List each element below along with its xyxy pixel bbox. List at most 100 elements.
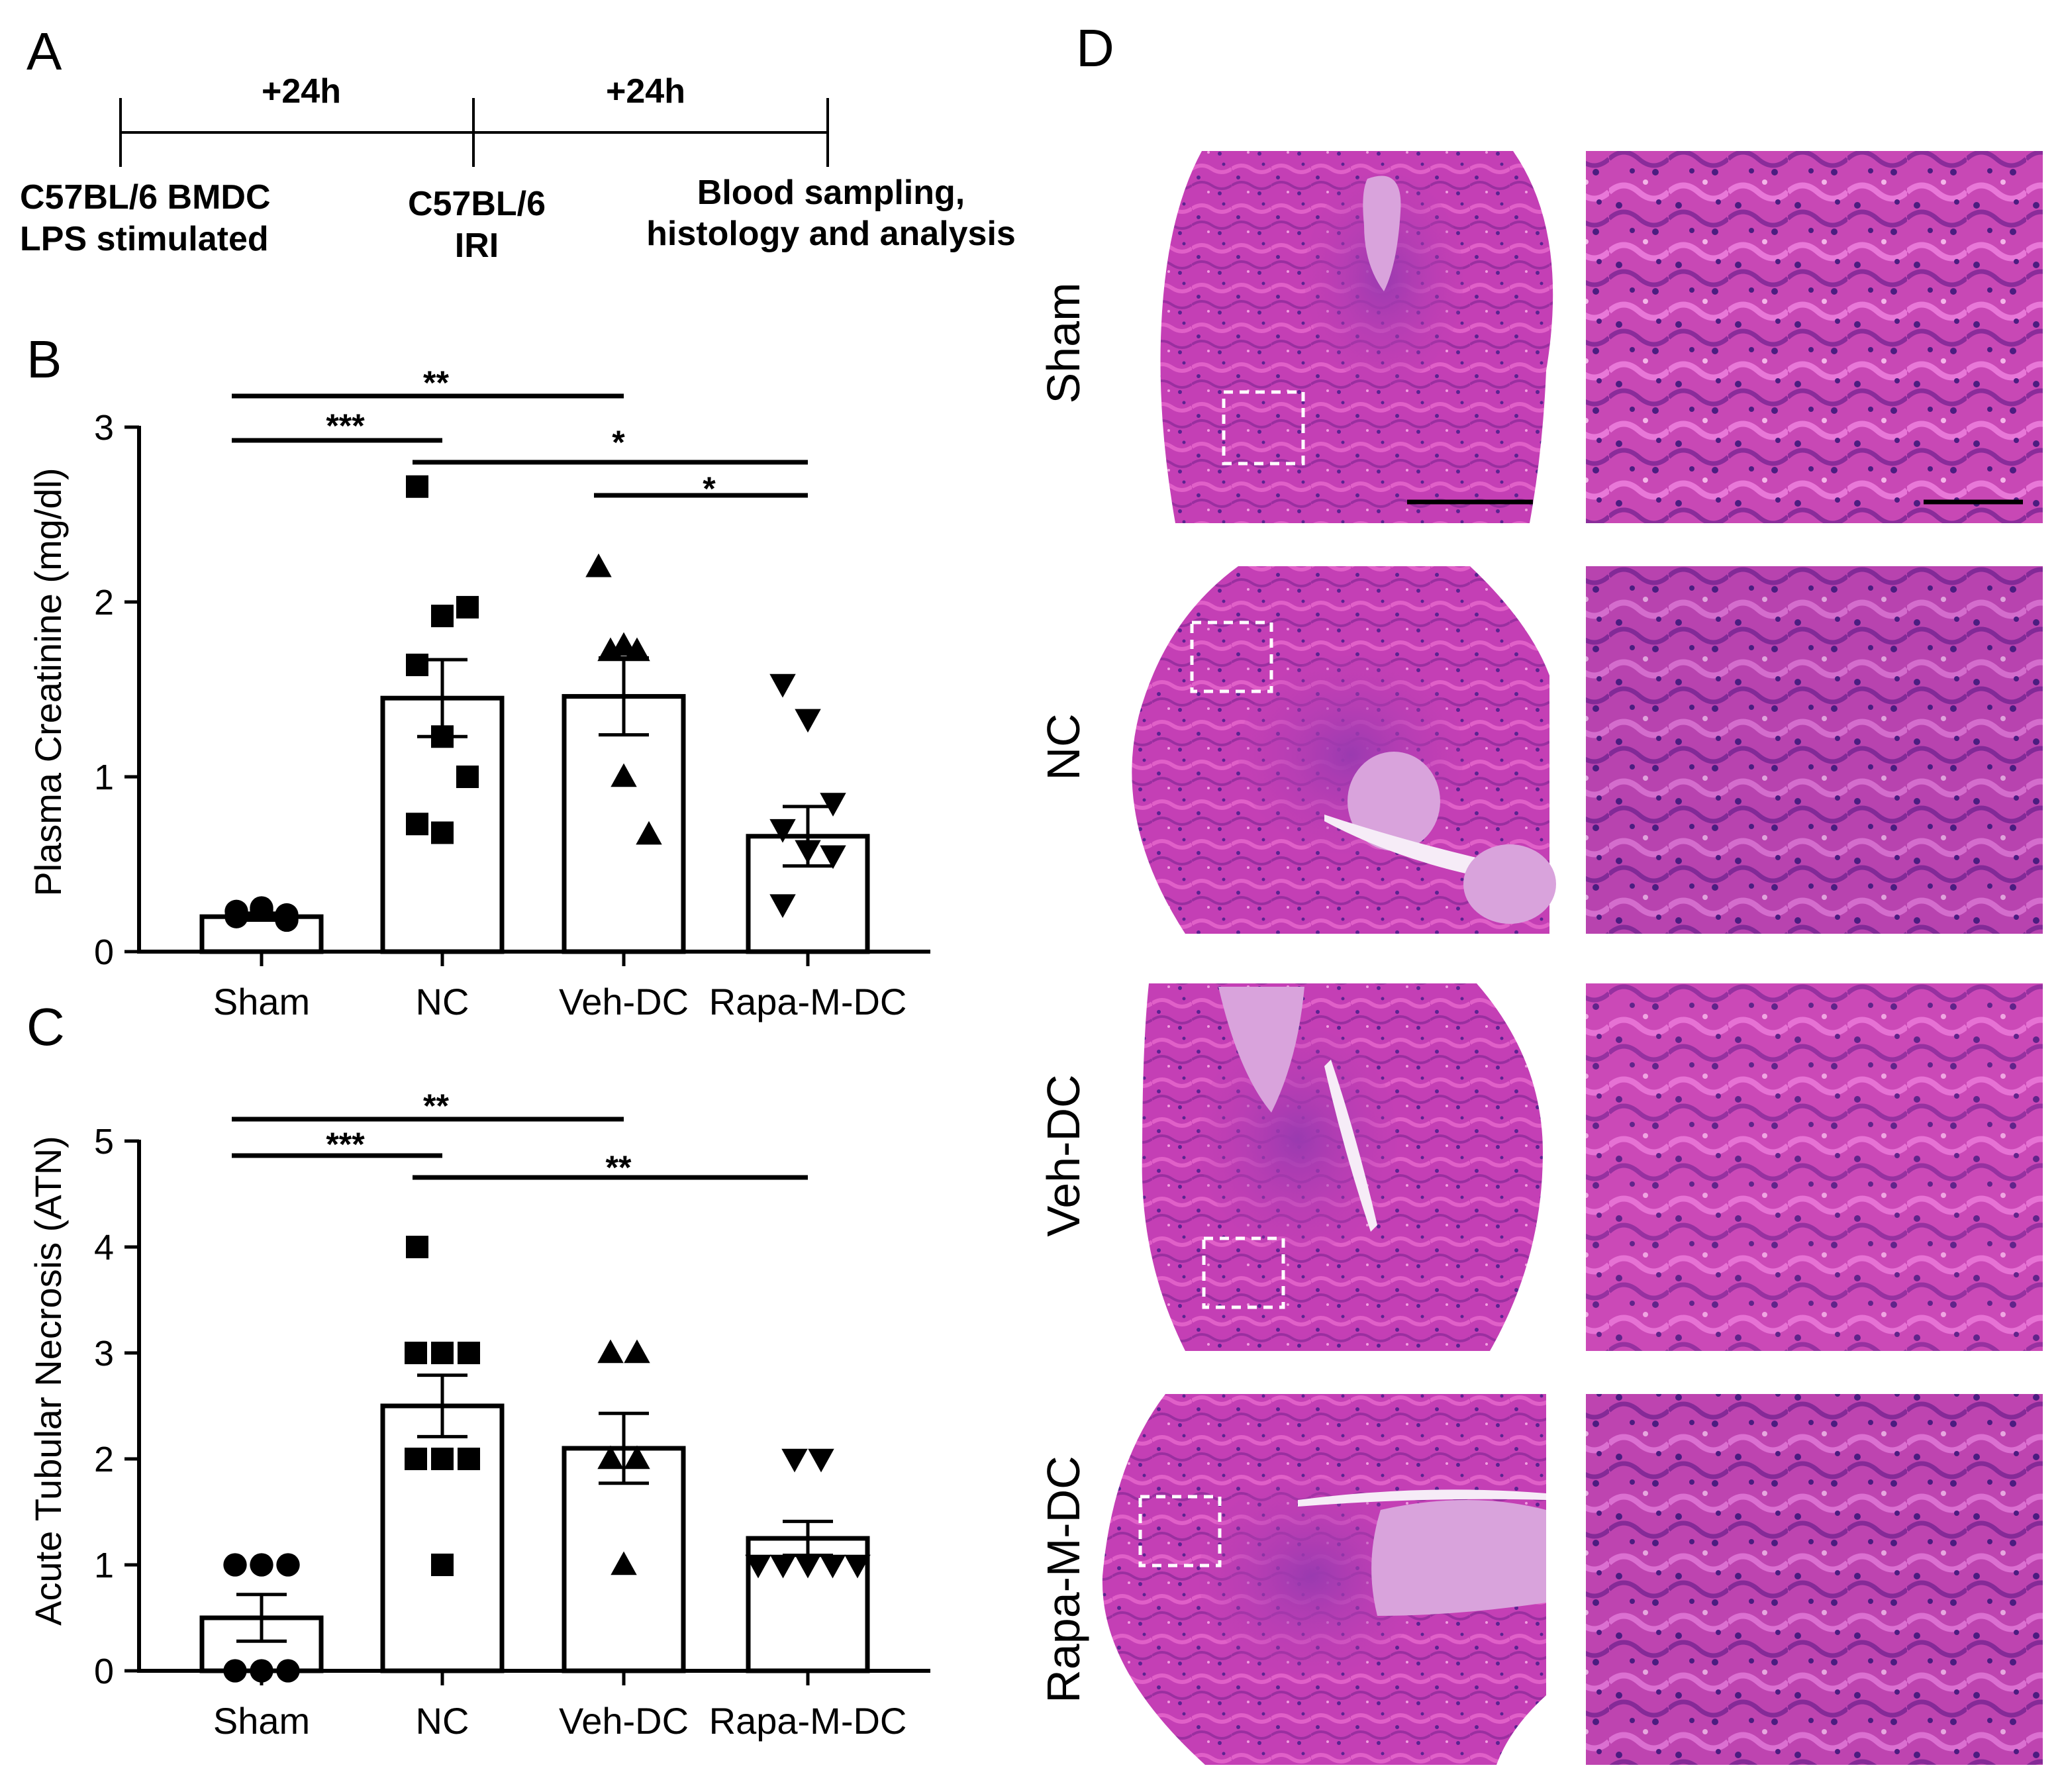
bar	[562, 694, 686, 954]
data-point	[795, 840, 821, 864]
zoom-region-box-rapa-m-dc	[1138, 1495, 1222, 1568]
data-point	[276, 1553, 300, 1577]
data-point	[406, 654, 428, 677]
step-1-line-2: LPS stimulated	[20, 220, 269, 258]
panel-b-letter: B	[26, 330, 62, 389]
data-point	[624, 637, 650, 662]
y-tick-label: 5	[94, 1122, 114, 1162]
significance-label: ***	[326, 407, 365, 444]
data-point	[250, 1553, 273, 1577]
y-tick-label: 3	[94, 1334, 114, 1373]
data-point	[250, 1659, 273, 1683]
data-point	[795, 1554, 821, 1579]
data-point	[431, 605, 454, 628]
data-point	[624, 1445, 650, 1469]
data-point	[224, 899, 248, 923]
data-point	[795, 709, 821, 733]
data-point	[769, 1554, 797, 1579]
panel-d-letter: D	[1076, 19, 1114, 77]
data-point	[769, 819, 796, 843]
data-point	[431, 1448, 454, 1470]
step-3-line-1: Blood sampling,	[697, 174, 965, 212]
row-label-nc: NC	[1038, 713, 1089, 780]
step-3-line-2: histology and analysis	[646, 215, 1016, 253]
y-tick-label: 0	[94, 932, 114, 972]
category-label: Rapa-M-DC	[709, 981, 907, 1022]
panel-b: B Plasma Creatinine (mg/dl) 0 1 2 3 Sham NC Ve…	[26, 330, 930, 1022]
y-tick-label: 0	[94, 1652, 114, 1691]
panel-c: C Acute Tubular Necrosis (ATN) 0 1 2 3 4 5 Sha…	[26, 997, 930, 1742]
y-tick-label: 2	[94, 583, 114, 622]
data-point	[769, 894, 796, 919]
data-point	[844, 1554, 871, 1579]
data-point	[597, 637, 624, 662]
significance-label: **	[423, 1087, 449, 1124]
chart-c-ylabel: Acute Tubular Necrosis (ATN)	[27, 1136, 69, 1626]
y-tick-label: 1	[94, 1546, 114, 1585]
data-point	[624, 1339, 650, 1364]
significance-label: *	[703, 470, 716, 507]
data-point	[223, 1659, 247, 1683]
histology-zoom-sham	[1586, 151, 2043, 523]
data-point	[276, 1659, 300, 1683]
data-point	[820, 793, 846, 817]
data-point	[405, 1448, 427, 1470]
data-point	[406, 1236, 428, 1258]
panel-a: A +24h +24h C57BL/6 BMDC LPS stimulated …	[20, 22, 1016, 265]
data-point	[808, 1448, 834, 1473]
data-point	[781, 1448, 808, 1473]
data-point	[431, 1554, 454, 1576]
y-tick-label: 4	[94, 1228, 114, 1268]
data-point	[431, 821, 454, 844]
data-point	[275, 908, 299, 932]
step-1-line-1: C57BL/6 BMDC	[20, 178, 271, 217]
data-point	[223, 1553, 247, 1577]
row-label-veh-dc: Veh-DC	[1038, 1074, 1089, 1236]
significance-label: **	[606, 1149, 632, 1186]
panel-a-letter: A	[26, 22, 62, 81]
panel-c-letter: C	[26, 997, 65, 1056]
category-label: NC	[416, 1700, 469, 1742]
histology-zoom-rapa-m-dc	[1586, 1394, 2043, 1765]
data-point	[597, 1339, 624, 1364]
zoom-region-box-veh-dc	[1202, 1236, 1285, 1309]
y-tick-label: 2	[94, 1440, 114, 1479]
data-point	[819, 1554, 846, 1579]
significance-label: *	[612, 424, 625, 461]
row-label-rapa-m-dc: Rapa-M-DC	[1038, 1456, 1089, 1703]
zoom-region-box-sham	[1222, 390, 1305, 466]
category-label: Veh-DC	[559, 1700, 689, 1742]
data-point	[636, 821, 662, 845]
y-tick-label: 3	[94, 408, 114, 448]
data-point	[458, 1342, 480, 1364]
significance-label: ***	[326, 1126, 365, 1163]
row-label-sham: Sham	[1038, 283, 1089, 404]
histology-overview-rapa-m-dc	[1102, 1394, 1546, 1765]
data-point	[456, 595, 479, 619]
data-point	[820, 845, 846, 870]
data-point	[745, 1554, 771, 1579]
histology-zoom-nc	[1586, 566, 2043, 934]
chart-b-ylabel: Plasma Creatinine (mg/dl)	[27, 468, 69, 896]
histology-overview-nc	[1132, 566, 1556, 934]
data-point	[405, 1342, 427, 1364]
step-2-line-2: IRI	[455, 226, 499, 265]
interval-label-2: +24h	[606, 72, 685, 111]
histology-overview-sham	[1160, 151, 1553, 523]
significance-label: **	[423, 364, 449, 401]
data-point	[406, 475, 428, 498]
data-point	[431, 725, 454, 748]
data-point	[431, 1342, 454, 1364]
category-label: Sham	[213, 1700, 310, 1742]
category-label: Rapa-M-DC	[709, 1700, 907, 1742]
histology-zoom-veh-dc	[1586, 983, 2043, 1351]
data-point	[250, 896, 273, 920]
data-point	[585, 553, 612, 577]
interval-label-1: +24h	[262, 72, 341, 111]
bar	[199, 914, 324, 954]
panel-d: D Sham NC Veh-DC Rapa-M-DC	[1038, 19, 2043, 1765]
data-point	[611, 763, 637, 787]
data-point	[406, 813, 428, 836]
category-label: NC	[416, 981, 469, 1022]
